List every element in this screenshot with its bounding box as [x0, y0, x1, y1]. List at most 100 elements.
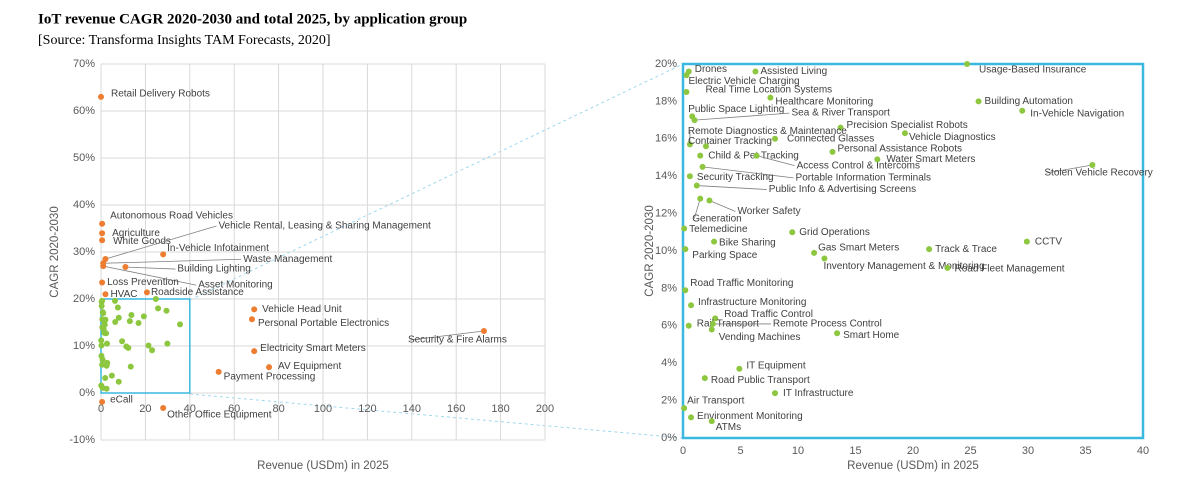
- y-tick-label: -10%: [69, 434, 95, 446]
- data-point: [711, 238, 718, 245]
- y-tick-label: 10%: [655, 245, 677, 257]
- data-point: [103, 362, 110, 369]
- data-point: [926, 246, 933, 253]
- point-label: IT Infrastructure: [783, 388, 854, 399]
- point-label: Assisted Living: [760, 66, 827, 77]
- x-tick-label: 15: [849, 445, 861, 457]
- data-point: [160, 251, 167, 258]
- point-label: Autonomous Road Vehicles: [110, 210, 233, 221]
- data-point: [703, 143, 709, 150]
- y-tick-label: 30%: [73, 246, 95, 258]
- x-tick-label: 40: [184, 403, 196, 415]
- chart-source: [Source: Transforma Insights TAM Forecas…: [38, 33, 331, 48]
- y-tick-label: 8%: [661, 282, 677, 294]
- point-label: Parking Space: [692, 250, 757, 261]
- data-point: [127, 363, 134, 370]
- x-tick-label: 30: [1022, 445, 1034, 457]
- data-point: [98, 93, 104, 100]
- data-point: [164, 340, 171, 347]
- data-point: [152, 296, 159, 302]
- data-point: [251, 306, 258, 313]
- data-point: [99, 279, 106, 286]
- point-label: ATMs: [716, 422, 741, 433]
- point-label: Security Tracking: [697, 172, 774, 183]
- data-point: [108, 372, 115, 379]
- x-tick-label: 40: [1137, 445, 1149, 457]
- data-point: [1023, 238, 1030, 245]
- data-point: [122, 264, 129, 271]
- data-point: [99, 356, 106, 363]
- y-tick-label: 0%: [661, 432, 677, 444]
- point-label: Vending Machines: [719, 332, 801, 343]
- point-label: Retail Delivery Robots: [111, 89, 210, 100]
- data-point: [155, 305, 162, 312]
- point-label: Roadside Assistance: [151, 287, 244, 298]
- point-label: eCall: [110, 395, 133, 406]
- data-point: [691, 117, 698, 124]
- data-point: [114, 304, 121, 311]
- point-label: Building Lighting: [177, 264, 250, 275]
- data-point: [975, 98, 982, 105]
- data-point: [693, 182, 700, 189]
- data-point: [829, 148, 836, 155]
- y-tick-label: 16%: [655, 133, 677, 145]
- point-label: Connected Glasses: [787, 133, 874, 144]
- point-label: Air Transport: [687, 396, 744, 407]
- data-point: [708, 418, 715, 425]
- data-point: [789, 229, 796, 236]
- x-tick-label: 100: [314, 403, 332, 415]
- point-label: Infrastructure Monitoring: [698, 297, 806, 308]
- data-point: [145, 342, 152, 349]
- point-label: Generation: [692, 213, 741, 224]
- point-label: Smart Home: [843, 330, 900, 341]
- point-label: IT Equipment: [746, 360, 806, 371]
- point-label: Personal Assistance Robots: [838, 144, 963, 155]
- data-point: [115, 314, 122, 321]
- point-label: Precision Specialist Robots: [847, 120, 968, 131]
- x-tick-label: 20: [139, 403, 151, 415]
- data-point: [100, 310, 107, 317]
- x-tick-label: 0: [680, 445, 686, 457]
- x-tick-label: 0: [98, 403, 104, 415]
- data-point: [697, 195, 704, 202]
- y-tick-label: 40%: [73, 199, 95, 211]
- data-point: [701, 375, 708, 382]
- data-point: [135, 319, 142, 326]
- connector: [189, 393, 684, 439]
- data-point: [685, 322, 692, 329]
- point-label: Telemedicine: [689, 224, 748, 235]
- point-label: Portable Information Terminals: [796, 172, 931, 183]
- data-point: [834, 330, 841, 337]
- x-tick-label: 25: [964, 445, 976, 457]
- point-label: Water Smart Meters: [886, 154, 975, 165]
- point-label: Road Fleet Management: [955, 263, 1065, 274]
- point-label: In-Vehicle Infotainment: [167, 243, 269, 254]
- y-tick-label: 2%: [661, 395, 677, 407]
- data-point: [686, 141, 693, 148]
- data-point: [682, 246, 689, 253]
- point-label: AV Equipment: [278, 361, 341, 372]
- data-point: [767, 94, 774, 101]
- zoom-connectors: [189, 63, 684, 439]
- data-point: [686, 173, 693, 180]
- y-axis-label: CAGR 2020-2030: [49, 206, 61, 297]
- data-point: [683, 89, 690, 96]
- y-tick-label: 60%: [73, 105, 95, 117]
- point-label: Electricity Smart Meters: [260, 343, 366, 354]
- point-label: Usage-Based Insurance: [979, 65, 1087, 76]
- data-point: [480, 327, 487, 334]
- data-point: [964, 61, 971, 67]
- point-label: In-Vehicle Navigation: [1030, 108, 1124, 119]
- x-tick-label: 200: [536, 403, 554, 415]
- leader-line: [125, 266, 176, 270]
- x-tick-label: 180: [491, 403, 509, 415]
- point-label: Loss Prevention: [107, 277, 179, 288]
- data-point: [128, 311, 135, 318]
- data-point: [683, 72, 690, 79]
- data-point: [98, 298, 105, 305]
- data-point: [126, 318, 133, 325]
- data-point: [160, 405, 167, 412]
- leader-line: [105, 225, 217, 260]
- data-point: [688, 302, 695, 309]
